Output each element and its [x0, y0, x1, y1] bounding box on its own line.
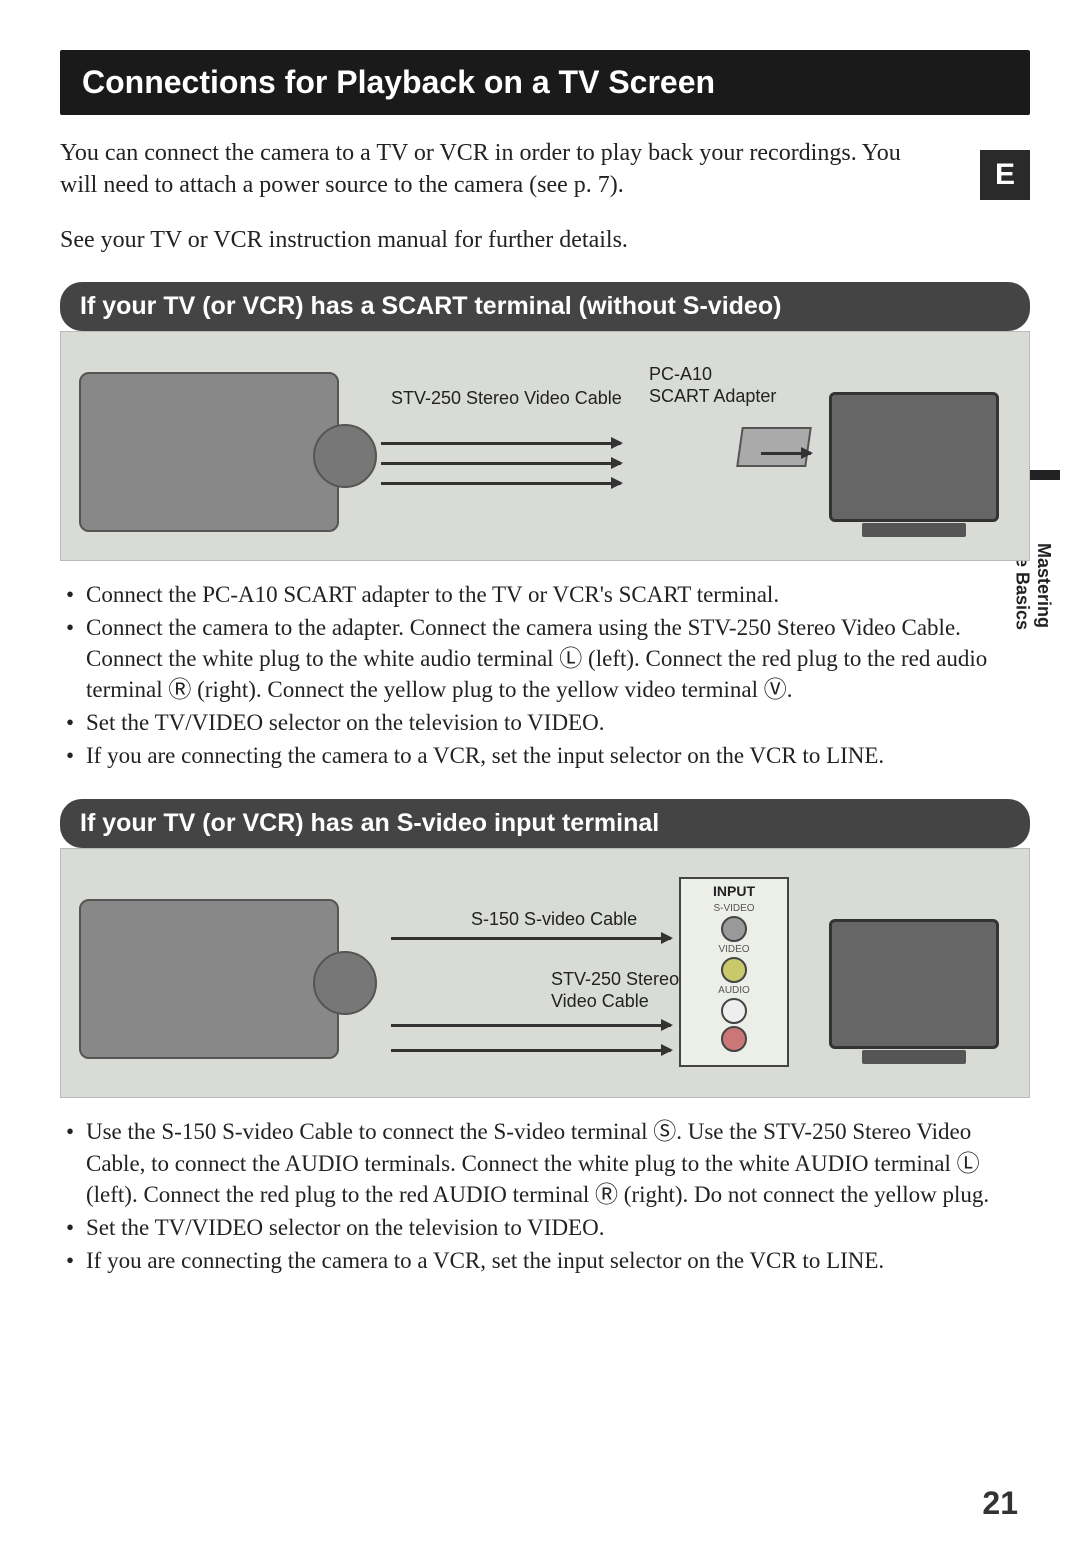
pca10-label-2: SCART Adapter	[649, 386, 776, 407]
port-video-label: VIDEO	[681, 944, 787, 955]
camera-illustration	[79, 372, 339, 532]
port-video-jack	[721, 957, 747, 983]
input-title: INPUT	[681, 883, 787, 899]
cable-arrow-3	[381, 482, 621, 485]
port-audio-l-jack	[721, 998, 747, 1024]
port-svideo-jack	[721, 916, 747, 942]
side-tab-line1: Mastering	[1034, 543, 1054, 628]
audio-arrow-2	[391, 1049, 671, 1052]
audio-arrow-1	[391, 1024, 671, 1027]
tv-illustration-2	[829, 919, 999, 1049]
intro-paragraph-1: You can connect the camera to a TV or VC…	[60, 137, 1030, 202]
section2-heading: If your TV (or VCR) has an S-video input…	[60, 799, 1030, 848]
camera-illustration-2	[79, 899, 339, 1059]
section2-bullet-list: Use the S-150 S-video Cable to connect t…	[60, 1116, 1030, 1275]
section2-bullet-1: Use the S-150 S-video Cable to connect t…	[66, 1116, 1030, 1209]
svideo-arrow	[391, 937, 671, 940]
section2-bullet-3: If you are connecting the camera to a VC…	[66, 1245, 1030, 1276]
section2-bullet-2: Set the TV/VIDEO selector on the televis…	[66, 1212, 1030, 1243]
stv250-label-line1: STV-250 Stereo	[551, 969, 679, 990]
intro-paragraph-2: See your TV or VCR instruction manual fo…	[60, 224, 1030, 256]
stv250-label-line2: Video Cable	[551, 991, 649, 1012]
language-badge-e: E	[980, 150, 1030, 200]
tv-input-panel: INPUT S-VIDEO VIDEO AUDIO	[679, 877, 789, 1067]
port-svideo-label: S-VIDEO	[681, 903, 787, 914]
stv250-cable-label: STV-250 Stereo Video Cable	[391, 388, 622, 409]
page-title-banner: Connections for Playback on a TV Screen	[60, 50, 1030, 115]
scart-to-tv-arrow	[761, 452, 811, 455]
section1-bullet-3: Set the TV/VIDEO selector on the televis…	[66, 707, 1030, 738]
s150-cable-label: S-150 S-video Cable	[471, 909, 637, 930]
port-audio-label: AUDIO	[681, 985, 787, 996]
section2-diagram: S-150 S-video Cable STV-250 Stereo Video…	[60, 848, 1030, 1098]
cable-arrow-2	[381, 462, 621, 465]
cable-arrow-1	[381, 442, 621, 445]
section1-bullet-list: Connect the PC-A10 SCART adapter to the …	[60, 579, 1030, 771]
section1-bullet-1: Connect the PC-A10 SCART adapter to the …	[66, 579, 1030, 610]
tv-illustration	[829, 392, 999, 522]
section1-bullet-2: Connect the camera to the adapter. Conne…	[66, 612, 1030, 705]
section1-bullet-4: If you are connecting the camera to a VC…	[66, 740, 1030, 771]
pca10-label-1: PC-A10	[649, 364, 712, 385]
port-audio-r-jack	[721, 1026, 747, 1052]
section1-diagram: STV-250 Stereo Video Cable PC-A10 SCART …	[60, 331, 1030, 561]
section1-heading: If your TV (or VCR) has a SCART terminal…	[60, 282, 1030, 331]
page-number: 21	[982, 1485, 1018, 1522]
